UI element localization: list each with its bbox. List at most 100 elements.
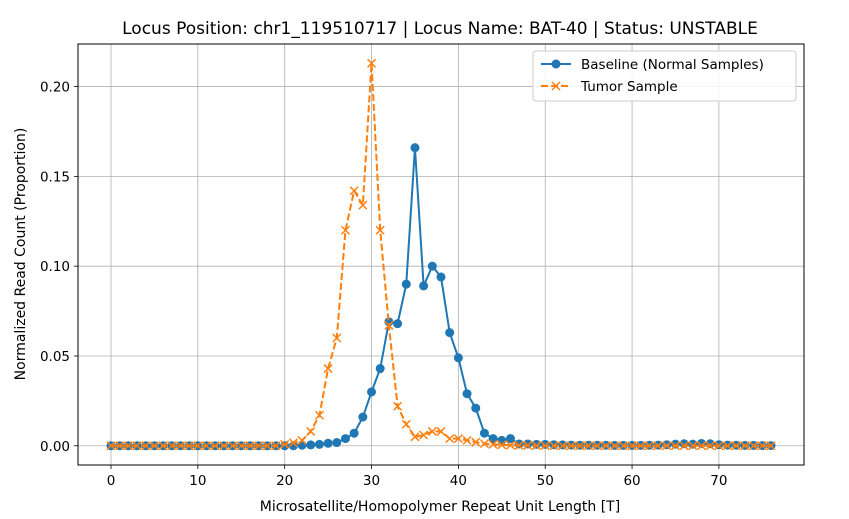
x-marker-stroke — [696, 441, 707, 451]
tumor-point — [123, 441, 133, 451]
baseline-point — [514, 439, 524, 449]
x-marker-stroke — [505, 440, 516, 450]
tumor-point — [271, 441, 281, 451]
x-marker-stroke — [497, 440, 507, 450]
x-marker-stroke — [636, 441, 646, 451]
x-marker-stroke — [427, 426, 437, 436]
tumor-point — [436, 426, 446, 436]
x-marker-stroke — [306, 426, 316, 436]
tumor-point — [488, 439, 498, 449]
x-marker-stroke — [714, 441, 724, 451]
tumor-point — [531, 441, 542, 451]
tumor-point — [149, 441, 159, 451]
tumor-point — [132, 441, 142, 451]
x-marker-stroke — [610, 441, 620, 451]
x-marker-stroke — [531, 441, 542, 451]
tumor-point — [497, 440, 507, 450]
x-marker-stroke — [158, 441, 168, 451]
x-marker-stroke — [401, 419, 411, 429]
x-tick-label: 60 — [623, 473, 640, 489]
x-marker-stroke — [366, 58, 377, 68]
tumor-point — [323, 364, 333, 374]
x-tick-label: 30 — [363, 473, 380, 489]
baseline-point — [445, 328, 455, 338]
x-marker-stroke — [280, 439, 290, 449]
tumor-point — [514, 440, 524, 450]
x-marker-stroke — [384, 320, 394, 330]
tumor-point — [228, 441, 238, 451]
tumor-point — [749, 441, 759, 451]
tumor-point — [393, 401, 403, 411]
tumor-series — [106, 58, 776, 451]
series-layer — [106, 58, 776, 451]
x-marker-stroke — [601, 441, 611, 451]
x-marker-stroke — [375, 225, 385, 235]
baseline-point — [340, 434, 350, 444]
tumor-point — [219, 441, 229, 451]
x-marker-stroke — [575, 441, 585, 451]
tumor-point — [427, 426, 437, 436]
tumor-point — [662, 441, 672, 451]
baseline-point — [453, 353, 463, 363]
tumor-point — [167, 441, 177, 451]
x-marker-stroke — [393, 401, 403, 411]
x-marker-stroke — [219, 441, 229, 451]
baseline-legend-label: Baseline (Normal Samples) — [581, 57, 764, 73]
chart-title: Locus Position: chr1_119510717 | Locus N… — [122, 19, 758, 39]
tumor-point — [332, 333, 342, 343]
tumor-point — [757, 441, 767, 451]
baseline-legend-marker — [551, 59, 561, 69]
tumor-point — [584, 441, 594, 451]
x-marker-stroke — [288, 438, 298, 448]
tumor-point — [106, 441, 116, 451]
tumor-point — [349, 186, 359, 196]
x-marker-stroke — [419, 430, 429, 440]
baseline-point — [462, 389, 472, 399]
baseline-point — [488, 434, 498, 444]
x-marker-stroke — [618, 441, 628, 451]
tumor-point — [375, 225, 385, 235]
baseline-point — [306, 440, 316, 450]
baseline-point — [297, 440, 307, 450]
baseline-point — [323, 438, 333, 448]
tumor-point — [384, 320, 394, 330]
tumor-point — [696, 441, 707, 451]
baseline-point — [505, 434, 515, 444]
tumor-point — [254, 441, 264, 451]
x-marker-stroke — [201, 441, 212, 451]
x-marker-stroke — [271, 441, 281, 451]
tumor-point — [236, 441, 246, 451]
x-marker-stroke — [592, 441, 602, 451]
tumor-point — [636, 441, 646, 451]
x-marker-stroke — [740, 441, 750, 451]
x-marker-stroke — [141, 441, 151, 451]
tumor-point — [358, 200, 368, 210]
x-marker-stroke — [488, 439, 498, 449]
tumor-legend-marker — [551, 81, 561, 91]
tumor-point — [306, 426, 316, 436]
baseline-point — [349, 428, 359, 438]
x-marker-stroke — [332, 333, 342, 343]
x-marker-stroke — [749, 441, 759, 451]
tumor-point — [314, 410, 324, 420]
x-marker-stroke — [358, 200, 368, 210]
x-marker-stroke — [297, 435, 307, 445]
x-marker-stroke — [462, 435, 472, 445]
x-marker-stroke — [254, 441, 264, 451]
x-marker-stroke — [149, 441, 159, 451]
tumor-point — [419, 430, 429, 440]
x-tick-label: 0 — [107, 473, 116, 489]
x-marker-stroke — [340, 225, 351, 235]
tumor-point — [627, 441, 637, 451]
tumor-point — [644, 441, 654, 451]
x-marker-stroke — [584, 441, 594, 451]
tumor-point — [505, 440, 516, 450]
tumor-point — [670, 441, 681, 451]
legend-box — [532, 50, 797, 102]
x-marker-stroke — [566, 441, 576, 451]
baseline-point — [670, 439, 680, 449]
tumor-point — [723, 441, 733, 451]
tumor-point — [158, 441, 168, 451]
baseline-point — [714, 440, 724, 450]
tumor-point — [766, 441, 776, 451]
